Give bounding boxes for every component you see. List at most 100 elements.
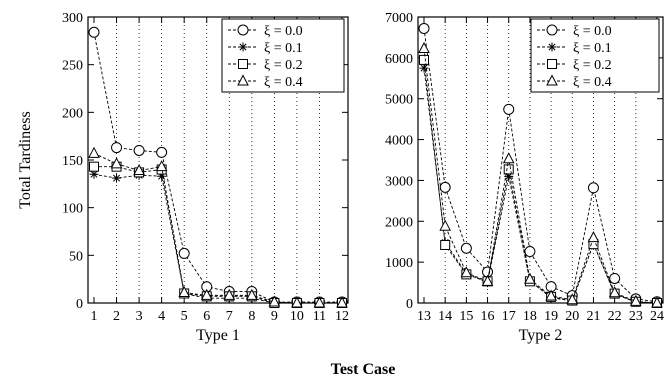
data-point	[419, 63, 429, 73]
legend-label: ξ = 0.1	[573, 41, 612, 56]
series	[418, 41, 663, 308]
data-point	[524, 272, 536, 284]
legend-marker	[238, 42, 248, 52]
y-tick-label: 2000	[385, 215, 413, 230]
legend-marker	[238, 59, 248, 69]
x-tick-label: 14	[438, 309, 452, 324]
data-point	[133, 144, 145, 156]
x-tick-label: 4	[158, 309, 165, 324]
legend-label: ξ = 0.0	[264, 24, 303, 39]
x-tick-label: 6	[203, 309, 210, 324]
data-point	[223, 288, 236, 300]
x-tick-label: 22	[608, 309, 622, 324]
x-tick-label: 10	[290, 309, 304, 324]
data-point	[460, 266, 473, 278]
data-point	[503, 164, 514, 175]
x-tick-label: 16	[481, 309, 495, 324]
y-tick-label: 100	[62, 202, 83, 217]
y-tick-label: 5000	[385, 93, 413, 108]
y-tick-label: 50	[69, 249, 83, 264]
data-point	[609, 272, 621, 284]
x-tick-label: 23	[629, 309, 643, 324]
data-point	[178, 247, 190, 259]
figure-x-axis-label: Test Case	[331, 361, 396, 378]
data-point	[418, 41, 430, 53]
data-point	[112, 173, 122, 183]
series-line	[423, 59, 658, 304]
y-tick-label: 0	[76, 297, 83, 312]
x-tick-label: 3	[136, 309, 143, 324]
y-tick-label: 250	[62, 59, 83, 74]
data-point	[524, 246, 536, 258]
x-tick-label: 9	[271, 309, 278, 324]
legend-label: ξ = 0.0	[573, 24, 612, 39]
y-tick-label: 7000	[385, 11, 413, 26]
series	[89, 161, 347, 308]
data-point	[502, 152, 515, 164]
data-point	[503, 103, 515, 115]
y-tick-label: 0	[406, 297, 413, 312]
data-point	[291, 296, 303, 308]
plot-frame	[417, 16, 664, 304]
legend-label: ξ = 0.4	[264, 75, 303, 90]
data-point	[439, 219, 452, 231]
x-tick-label: 5	[181, 309, 188, 324]
data-point	[545, 289, 557, 301]
data-point	[133, 163, 145, 175]
data-point	[566, 293, 579, 305]
data-point	[245, 288, 258, 300]
x-tick-label: 17	[502, 309, 516, 324]
data-point	[110, 157, 123, 169]
legend-marker	[546, 24, 558, 36]
series-line	[93, 173, 342, 304]
legend-marker	[237, 74, 249, 86]
x-tick-label: 13	[417, 309, 431, 324]
legend-marker	[546, 74, 558, 86]
data-point	[111, 142, 123, 154]
y-tick-label: 150	[62, 154, 83, 169]
series-line	[94, 166, 342, 304]
data-point	[88, 26, 100, 38]
data-point	[481, 274, 494, 286]
data-point	[504, 171, 514, 181]
data-point	[313, 296, 326, 308]
y-tick-label: 4000	[385, 134, 413, 149]
data-point	[460, 242, 472, 254]
x-tick-label: 2	[113, 309, 120, 324]
x-tick-label: 12	[335, 309, 349, 324]
data-point	[155, 160, 168, 172]
x-tick-label: 1	[91, 309, 98, 324]
chart-type-2: 0 1000 2000 3000 4000 5000 6000 7000 13 14 15 16 17 1…	[385, 11, 664, 344]
x-tick-label: 19	[544, 309, 558, 324]
y-tick-label: 6000	[385, 52, 413, 67]
data-point	[440, 239, 451, 250]
data-point	[336, 296, 348, 308]
x-axis-label: Type 2	[519, 327, 563, 344]
data-point	[88, 146, 100, 158]
series-line	[423, 68, 658, 304]
data-point	[608, 286, 621, 298]
data-point	[651, 296, 663, 308]
data-point	[418, 22, 430, 34]
series	[89, 169, 347, 308]
x-tick-label: 20	[565, 309, 579, 324]
series	[419, 63, 662, 308]
legend-marker	[237, 24, 249, 36]
legend-marker	[547, 42, 557, 52]
plot-frame	[87, 16, 349, 304]
y-tick-label: 3000	[385, 174, 413, 189]
x-tick-label: 21	[586, 309, 600, 324]
x-tick-label: 15	[459, 309, 473, 324]
data-point	[268, 295, 281, 307]
data-point	[156, 146, 168, 158]
legend: ξ = 0.0 ξ = 0.1 ξ = 0.2 ξ = 0.4	[221, 18, 345, 93]
legend-label: ξ = 0.1	[264, 41, 303, 56]
x-tick-label: 11	[313, 309, 326, 324]
data-point	[89, 161, 99, 172]
x-tick-label: 7	[226, 309, 233, 324]
y-axis-label: Total Tardiness	[17, 111, 34, 208]
x-tick-label: 24	[650, 309, 664, 324]
y-tick-label: 1000	[385, 256, 413, 271]
x-axis-label: Type 1	[196, 327, 240, 344]
